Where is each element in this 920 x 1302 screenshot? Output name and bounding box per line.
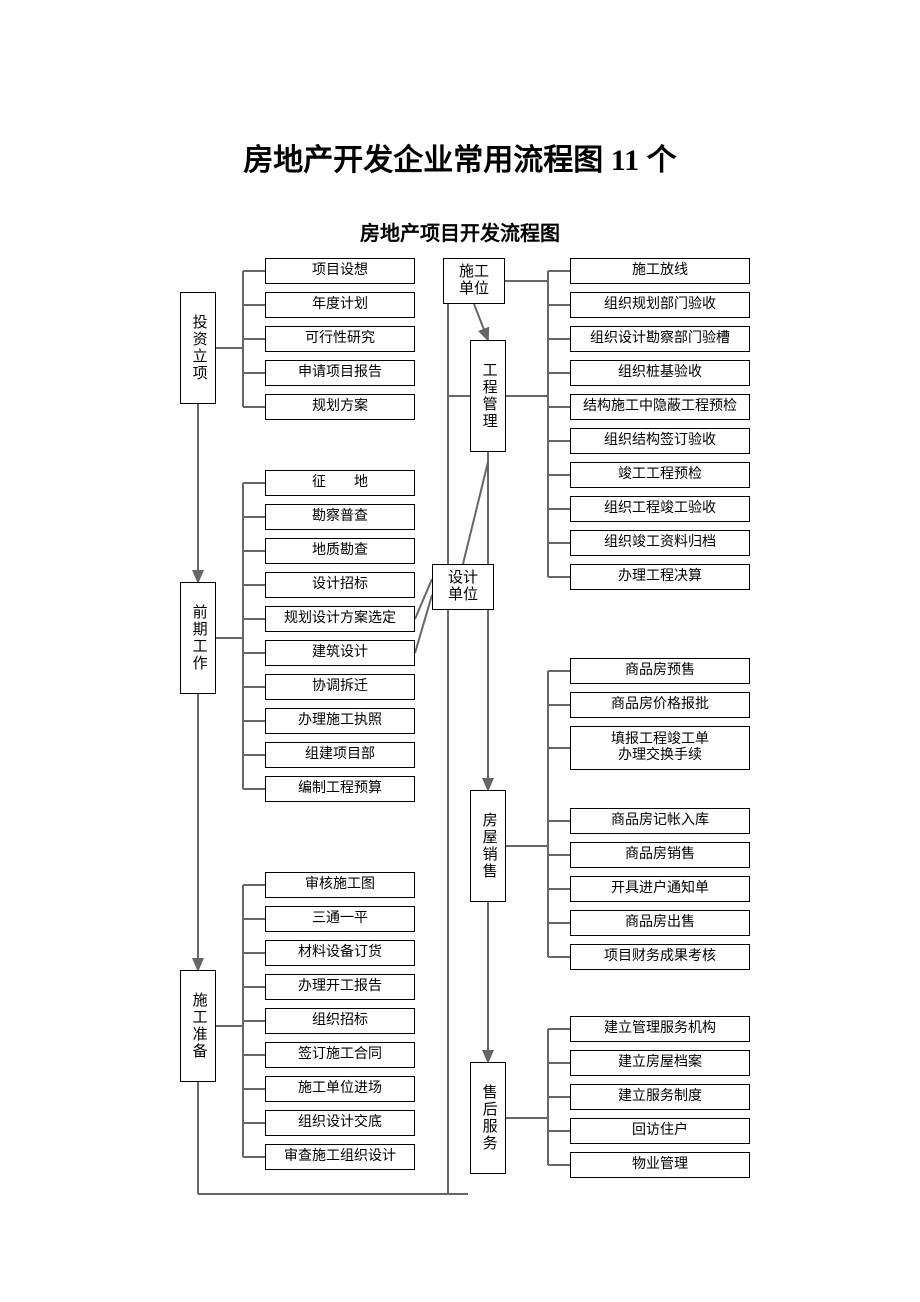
stage-r3: 售后服务 [470,1062,506,1174]
item: 规划设计方案选定 [265,606,415,632]
item: 征 地 [265,470,415,496]
item: 规划方案 [265,394,415,420]
connector-layer [0,0,920,1302]
item: 组织设计交底 [265,1110,415,1136]
item: 协调拆迁 [265,674,415,700]
item: 三通一平 [265,906,415,932]
item: 商品房出售 [570,910,750,936]
chart-subtitle: 房地产项目开发流程图 [0,217,920,246]
stage-s1: 投资立项 [180,292,216,404]
item: 施工单位进场 [265,1076,415,1102]
item: 年度计划 [265,292,415,318]
item: 建筑设计 [265,640,415,666]
item: 建立服务制度 [570,1084,750,1110]
page-title: 房地产开发企业常用流程图 11 个 [0,135,920,179]
item: 编制工程预算 [265,776,415,802]
item: 申请项目报告 [265,360,415,386]
item: 审查施工组织设计 [265,1144,415,1170]
item: 组织工程竣工验收 [570,496,750,522]
stage-r2: 房屋销售 [470,790,506,902]
item: 材料设备订货 [265,940,415,966]
item: 商品房预售 [570,658,750,684]
item: 商品房价格报批 [570,692,750,718]
item: 结构施工中隐蔽工程预检 [570,394,750,420]
stage-s2: 前期工作 [180,582,216,694]
flowchart-canvas: 房地产开发企业常用流程图 11 个 房地产项目开发流程图 投资立项 项目设想年度计… [0,0,920,1302]
item: 项目设想 [265,258,415,284]
item: 商品房记帐入库 [570,808,750,834]
item: 组织竣工资料归档 [570,530,750,556]
item: 建立房屋档案 [570,1050,750,1076]
item: 组织结构签订验收 [570,428,750,454]
item: 开具进户通知单 [570,876,750,902]
item: 物业管理 [570,1152,750,1178]
item: 办理工程决算 [570,564,750,590]
item: 审核施工图 [265,872,415,898]
item: 可行性研究 [265,326,415,352]
item: 施工放线 [570,258,750,284]
item: 组织规划部门验收 [570,292,750,318]
item: 商品房销售 [570,842,750,868]
item: 回访住户 [570,1118,750,1144]
item: 组织招标 [265,1008,415,1034]
item: 办理施工执照 [265,708,415,734]
item: 勘察普查 [265,504,415,530]
stage-s3: 施工准备 [180,970,216,1082]
item: 办理开工报告 [265,974,415,1000]
stage-r0: 施工单位 [443,258,505,304]
item: 设计招标 [265,572,415,598]
item: 组织设计勘察部门验槽 [570,326,750,352]
item: 竣工工程预检 [570,462,750,488]
item: 签订施工合同 [265,1042,415,1068]
item: 项目财务成果考核 [570,944,750,970]
item: 组建项目部 [265,742,415,768]
item: 地质勘查 [265,538,415,564]
stage-r1: 工程管理 [470,340,506,452]
item: 填报工程竣工单办理交换手续 [570,726,750,770]
item: 建立管理服务机构 [570,1016,750,1042]
item: 组织桩基验收 [570,360,750,386]
stage-rD: 设计单位 [432,564,494,610]
